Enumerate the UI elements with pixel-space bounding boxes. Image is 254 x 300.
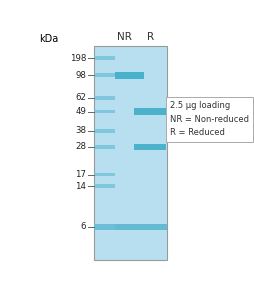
- Bar: [94, 73, 114, 77]
- Bar: [94, 46, 167, 260]
- Bar: [94, 56, 114, 60]
- Text: 62: 62: [75, 93, 86, 102]
- Text: kDa: kDa: [39, 34, 58, 44]
- Bar: [94, 224, 114, 230]
- Bar: [114, 72, 143, 79]
- Text: 98: 98: [75, 71, 86, 80]
- Bar: [134, 108, 165, 115]
- Text: 17: 17: [75, 170, 86, 179]
- Text: 2.5 μg loading
NR = Non-reduced
R = Reduced: 2.5 μg loading NR = Non-reduced R = Redu…: [170, 101, 248, 137]
- Bar: [94, 224, 167, 230]
- Bar: [94, 184, 114, 188]
- Bar: [94, 129, 114, 133]
- Text: 28: 28: [75, 142, 86, 151]
- Bar: [94, 145, 114, 149]
- Bar: [134, 144, 165, 150]
- Text: R: R: [146, 32, 153, 42]
- Text: 6: 6: [81, 223, 86, 232]
- Text: 14: 14: [75, 182, 86, 191]
- Bar: [94, 110, 114, 113]
- Text: 198: 198: [70, 54, 86, 63]
- Bar: [94, 173, 114, 176]
- Text: 49: 49: [75, 107, 86, 116]
- Text: NR: NR: [117, 32, 132, 42]
- Bar: [94, 96, 114, 100]
- Text: 38: 38: [75, 126, 86, 135]
